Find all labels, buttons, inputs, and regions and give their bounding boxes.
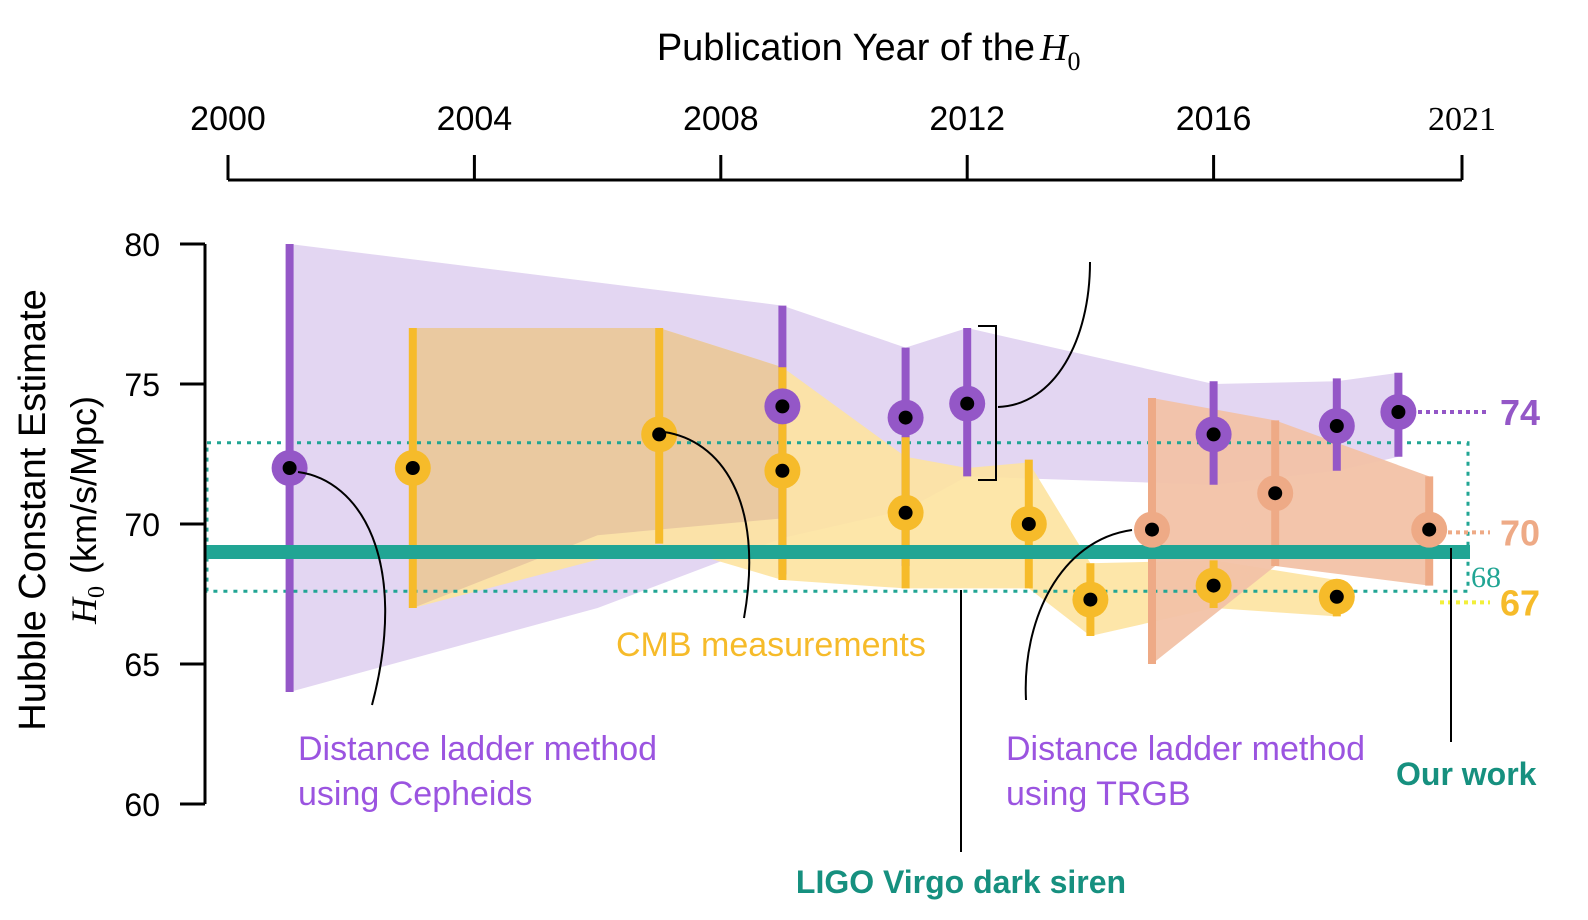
marker-dot-1-7: [1329, 589, 1344, 604]
top-axis-title-subscript: 0: [1067, 47, 1080, 76]
marker-dot-1-6: [1206, 578, 1221, 593]
top-tick-label-2000: 2000: [190, 100, 266, 138]
trgb-annotation-line2: using TRGB: [1006, 775, 1191, 813]
marker-dot-2-0: [1145, 522, 1159, 537]
left-tick-label-70: 70: [124, 507, 160, 543]
top-axis: Publication Year of the H0 2000 2004 2008 2…: [190, 27, 1496, 182]
y-axis-label: Hubble Constant Estimate: [12, 289, 54, 730]
top-tick-label-2016: 2016: [1176, 100, 1252, 138]
our-work-uncertainty-box: [205, 441, 1470, 593]
cepheid-annotation-line2: using Cepheids: [298, 775, 532, 813]
marker-dot-1-5: [1083, 592, 1098, 607]
marker-dot-2-2: [1422, 522, 1437, 537]
left-axis-ticks: 60 65 70 75 80: [124, 227, 205, 823]
marker-dot-0-5: [1329, 419, 1344, 433]
top-tick-label-2021: 2021: [1428, 101, 1496, 138]
our-work-annotation: Our work: [1396, 756, 1537, 792]
overlap-band: [412, 328, 783, 608]
annotation-connectors: [297, 261, 1452, 852]
marker-dot-1-3: [898, 505, 913, 520]
left-tick-label-65: 65: [124, 647, 160, 683]
trgb-annotation-line1: Distance ladder method: [1006, 730, 1365, 768]
top-axis-title: Publication Year of the: [657, 27, 1035, 69]
right-value-74: 74: [1500, 392, 1540, 433]
left-tick-label-80: 80: [124, 227, 160, 263]
cmb-connector: [663, 431, 751, 619]
marker-dot-2-1: [1268, 486, 1283, 501]
right-value-68: 68: [1471, 561, 1501, 594]
uncertainty-bands: [289, 244, 1430, 692]
marker-dot-0-3: [960, 396, 975, 411]
top-tick-label-2008: 2008: [683, 100, 759, 138]
top-axis-ticks: 2000 2004 2008 2012 2016 2021: [190, 100, 1496, 180]
marker-dot-0-0: [282, 461, 297, 475]
data-markers: [271, 385, 1448, 618]
left-tick-label-75: 75: [124, 367, 160, 403]
cepheid-annotation-line1: Distance ladder method: [298, 730, 657, 768]
ligo-annotation: LIGO Virgo dark siren: [796, 864, 1126, 900]
cmb-annotation: CMB measurements: [616, 626, 926, 664]
bracket-connector: [997, 261, 1091, 408]
top-axis-title-symbol: H0: [1039, 27, 1080, 76]
marker-dot-0-2: [898, 410, 913, 425]
marker-dot-1-4: [1021, 517, 1036, 531]
y-axis-units: (km/s/Mpc): [63, 396, 104, 574]
trgb-connector: [1024, 529, 1133, 701]
right-value-70: 70: [1500, 512, 1540, 553]
top-tick-label-2012: 2012: [929, 100, 1005, 138]
top-tick-label-2004: 2004: [437, 100, 513, 138]
marker-dot-1-0: [405, 461, 420, 475]
y-axis-symbol: H: [64, 596, 104, 625]
marker-dot-0-6: [1391, 405, 1406, 419]
right-value-67: 67: [1500, 582, 1540, 623]
y-axis-label-units: H0 (km/s/Mpc): [63, 396, 110, 625]
marker-dot-1-2: [775, 463, 790, 478]
marker-dot-0-1: [775, 399, 790, 414]
bracket: [978, 325, 997, 481]
left-tick-label-60: 60: [124, 787, 160, 823]
y-axis-subscript: 0: [84, 586, 110, 598]
cepheid-connector: [297, 471, 387, 706]
marker-dot-1-1: [652, 427, 667, 442]
left-axis: 60 65 70 75 80 Hubble Constant Estimate H0 (k…: [12, 227, 207, 823]
marker-dot-0-4: [1206, 427, 1221, 442]
